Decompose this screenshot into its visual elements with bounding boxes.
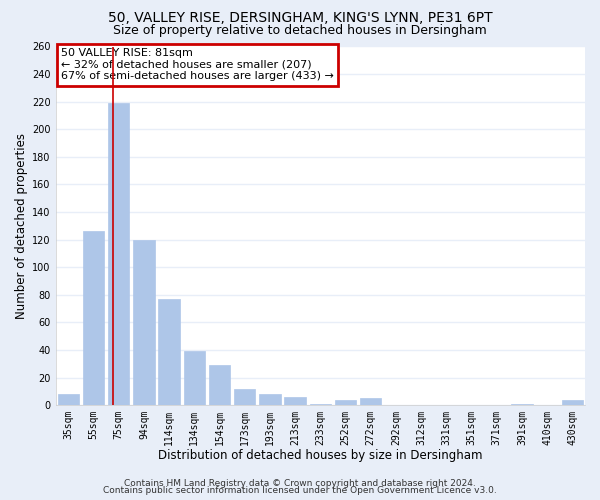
Bar [360,398,382,405]
Bar [234,388,256,405]
Bar [184,352,205,405]
Text: Contains public sector information licensed under the Open Government Licence v3: Contains public sector information licen… [103,486,497,495]
Bar [108,103,130,405]
Bar [335,400,356,405]
Bar [259,394,281,405]
Text: Size of property relative to detached houses in Dersingham: Size of property relative to detached ho… [113,24,487,37]
Bar [58,394,79,405]
Bar [133,240,155,405]
X-axis label: Distribution of detached houses by size in Dersingham: Distribution of detached houses by size … [158,450,482,462]
Text: 50 VALLEY RISE: 81sqm
← 32% of detached houses are smaller (207)
67% of semi-det: 50 VALLEY RISE: 81sqm ← 32% of detached … [61,48,334,82]
Y-axis label: Number of detached properties: Number of detached properties [15,133,28,319]
Text: Contains HM Land Registry data © Crown copyright and database right 2024.: Contains HM Land Registry data © Crown c… [124,478,476,488]
Bar [310,404,331,405]
Bar [284,397,306,405]
Bar [83,232,104,405]
Bar [562,400,583,405]
Bar [511,404,533,405]
Bar [158,299,180,405]
Bar [209,365,230,405]
Text: 50, VALLEY RISE, DERSINGHAM, KING'S LYNN, PE31 6PT: 50, VALLEY RISE, DERSINGHAM, KING'S LYNN… [107,11,493,25]
